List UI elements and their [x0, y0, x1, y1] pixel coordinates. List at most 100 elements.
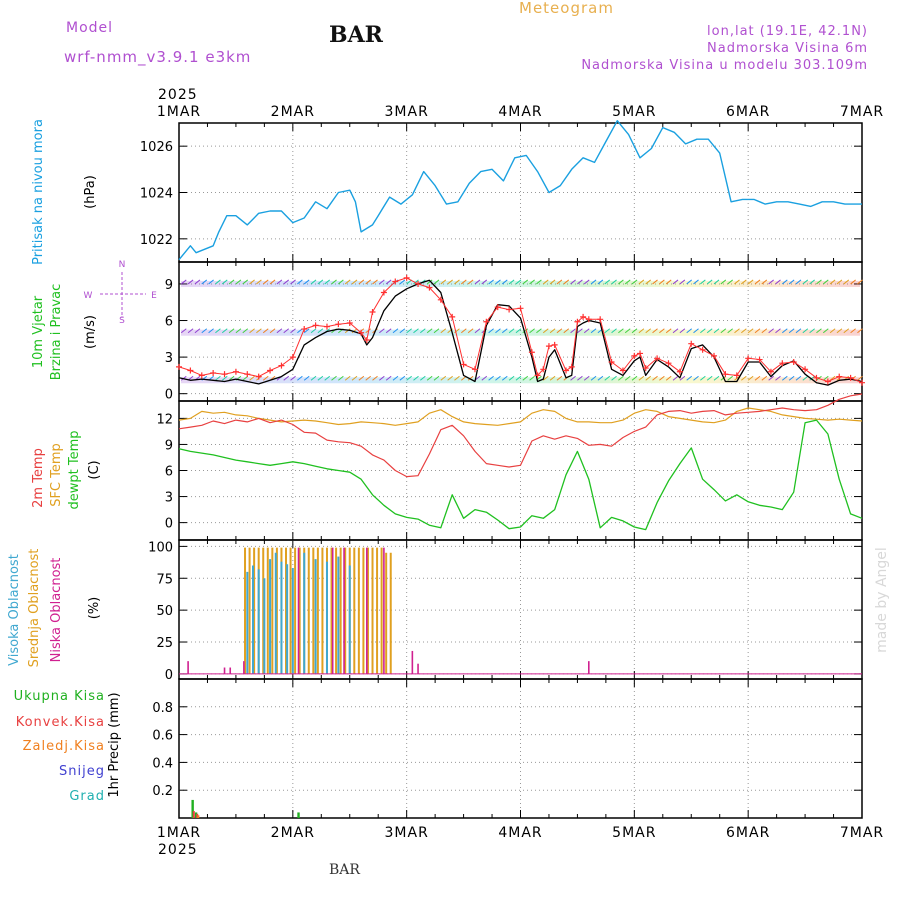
- wind-barb: [522, 279, 529, 285]
- wind-barb: [734, 328, 740, 334]
- wind-barb: [741, 328, 747, 334]
- model-elevation-text: Nadmorska Visina u modelu 303.109m: [581, 58, 868, 73]
- wind-barb: [665, 375, 672, 381]
- ytick-label: 3: [165, 491, 173, 506]
- wind-barb: [631, 375, 638, 381]
- wind-barb: [529, 328, 535, 334]
- wind-barb: [809, 375, 815, 381]
- gust-marker: [608, 358, 615, 365]
- wind-barb: [215, 328, 221, 334]
- gust-marker: [540, 366, 547, 373]
- gust-marker: [568, 363, 575, 370]
- wind-barb: [420, 375, 426, 381]
- wind-barb: [556, 279, 563, 285]
- gust-marker: [699, 346, 706, 353]
- time-tick-top: 3MAR: [385, 104, 429, 120]
- gust-marker: [779, 360, 786, 367]
- wind-barb: [399, 279, 406, 285]
- wind-barb: [850, 328, 856, 334]
- cloud-high-bar: [257, 569, 260, 674]
- wind-barb: [788, 279, 795, 285]
- gust-marker: [176, 363, 182, 370]
- wind-barb: [467, 328, 474, 334]
- wind-barb: [454, 328, 460, 334]
- gust-marker: [711, 352, 718, 359]
- cloud-mid-bar: [353, 547, 356, 674]
- wind-barb: [577, 375, 583, 381]
- ytick-label: 1026: [140, 140, 173, 155]
- wind-barb: [187, 328, 194, 334]
- wind-barb: [631, 279, 638, 285]
- cloud-high-bar: [303, 552, 306, 674]
- gust-marker: [631, 352, 638, 359]
- gust-marker: [534, 372, 541, 379]
- wind-barb: [522, 375, 529, 381]
- gust-marker: [597, 316, 604, 323]
- wind-barb: [850, 279, 856, 285]
- wind-barb: [351, 328, 358, 334]
- wind-barb: [454, 279, 460, 285]
- gust-marker: [267, 367, 274, 374]
- gust-marker: [506, 306, 513, 313]
- time-tick-top: 7MAR: [840, 104, 884, 120]
- wind-barb: [754, 279, 761, 285]
- temp-unit: (C): [87, 460, 102, 479]
- wind-barb: [795, 279, 802, 285]
- wind-barb: [249, 375, 255, 381]
- time-tick-top: 5MAR: [612, 104, 656, 120]
- cloud-low-bar: [331, 547, 334, 674]
- pressure-ylabel: Pritisak na nivou mora: [31, 119, 46, 265]
- gust-marker: [756, 356, 763, 363]
- wind-barb: [542, 279, 549, 285]
- wind-barb: [460, 328, 467, 334]
- wind-barb: [242, 279, 249, 285]
- wind-barb: [816, 279, 822, 285]
- wind-barb: [686, 375, 693, 381]
- cloud-ylabel-mid: Srednja Oblacnost: [27, 549, 42, 668]
- wind-barb: [652, 279, 658, 285]
- ytick-label: 6: [165, 465, 173, 480]
- wind-barb: [597, 279, 604, 285]
- cloud-high-bar: [325, 561, 328, 674]
- wind-barb: [618, 328, 624, 334]
- gust-marker: [278, 362, 285, 369]
- wind-barb: [754, 328, 761, 334]
- wind-barb: [652, 328, 658, 334]
- wind-barb: [693, 279, 699, 285]
- gust-marker: [528, 349, 535, 356]
- wind-barb: [788, 328, 795, 334]
- wind-barb: [180, 279, 187, 285]
- wind-barb: [392, 375, 399, 381]
- wind-barb: [795, 375, 802, 381]
- gust-marker: [363, 337, 370, 344]
- wind-barb: [215, 375, 221, 381]
- wind-barb: [413, 328, 419, 334]
- compass-south: S: [119, 316, 125, 326]
- wind-barb: [447, 375, 453, 381]
- model-label: Model: [66, 20, 114, 36]
- wind-barb: [379, 328, 385, 334]
- wind-barb: [659, 328, 665, 334]
- wind-barb: [262, 279, 269, 285]
- gust-marker: [369, 308, 376, 315]
- wind-barb: [529, 375, 535, 381]
- wind-barb: [782, 375, 788, 381]
- wind-barb: [249, 328, 255, 334]
- cloud-mid-bar: [266, 547, 269, 674]
- wind-barb: [351, 375, 358, 381]
- wind-barb: [802, 328, 809, 334]
- wind-barb: [809, 328, 815, 334]
- gust-marker: [836, 373, 843, 380]
- cloud-high-bar: [348, 565, 351, 674]
- cloud-mid-bar: [339, 547, 342, 674]
- wind-barb: [290, 375, 296, 381]
- ytick-label: 100: [148, 540, 173, 555]
- wind-barb: [276, 279, 283, 285]
- wind-barb: [317, 375, 324, 381]
- gust-marker: [688, 340, 695, 347]
- wind-barb: [495, 279, 501, 285]
- wind-barb: [624, 328, 631, 334]
- wind-barb: [515, 328, 522, 334]
- cloud-low-bar: [229, 667, 232, 674]
- precip-legend-item: Ukupna Kisa: [14, 689, 105, 704]
